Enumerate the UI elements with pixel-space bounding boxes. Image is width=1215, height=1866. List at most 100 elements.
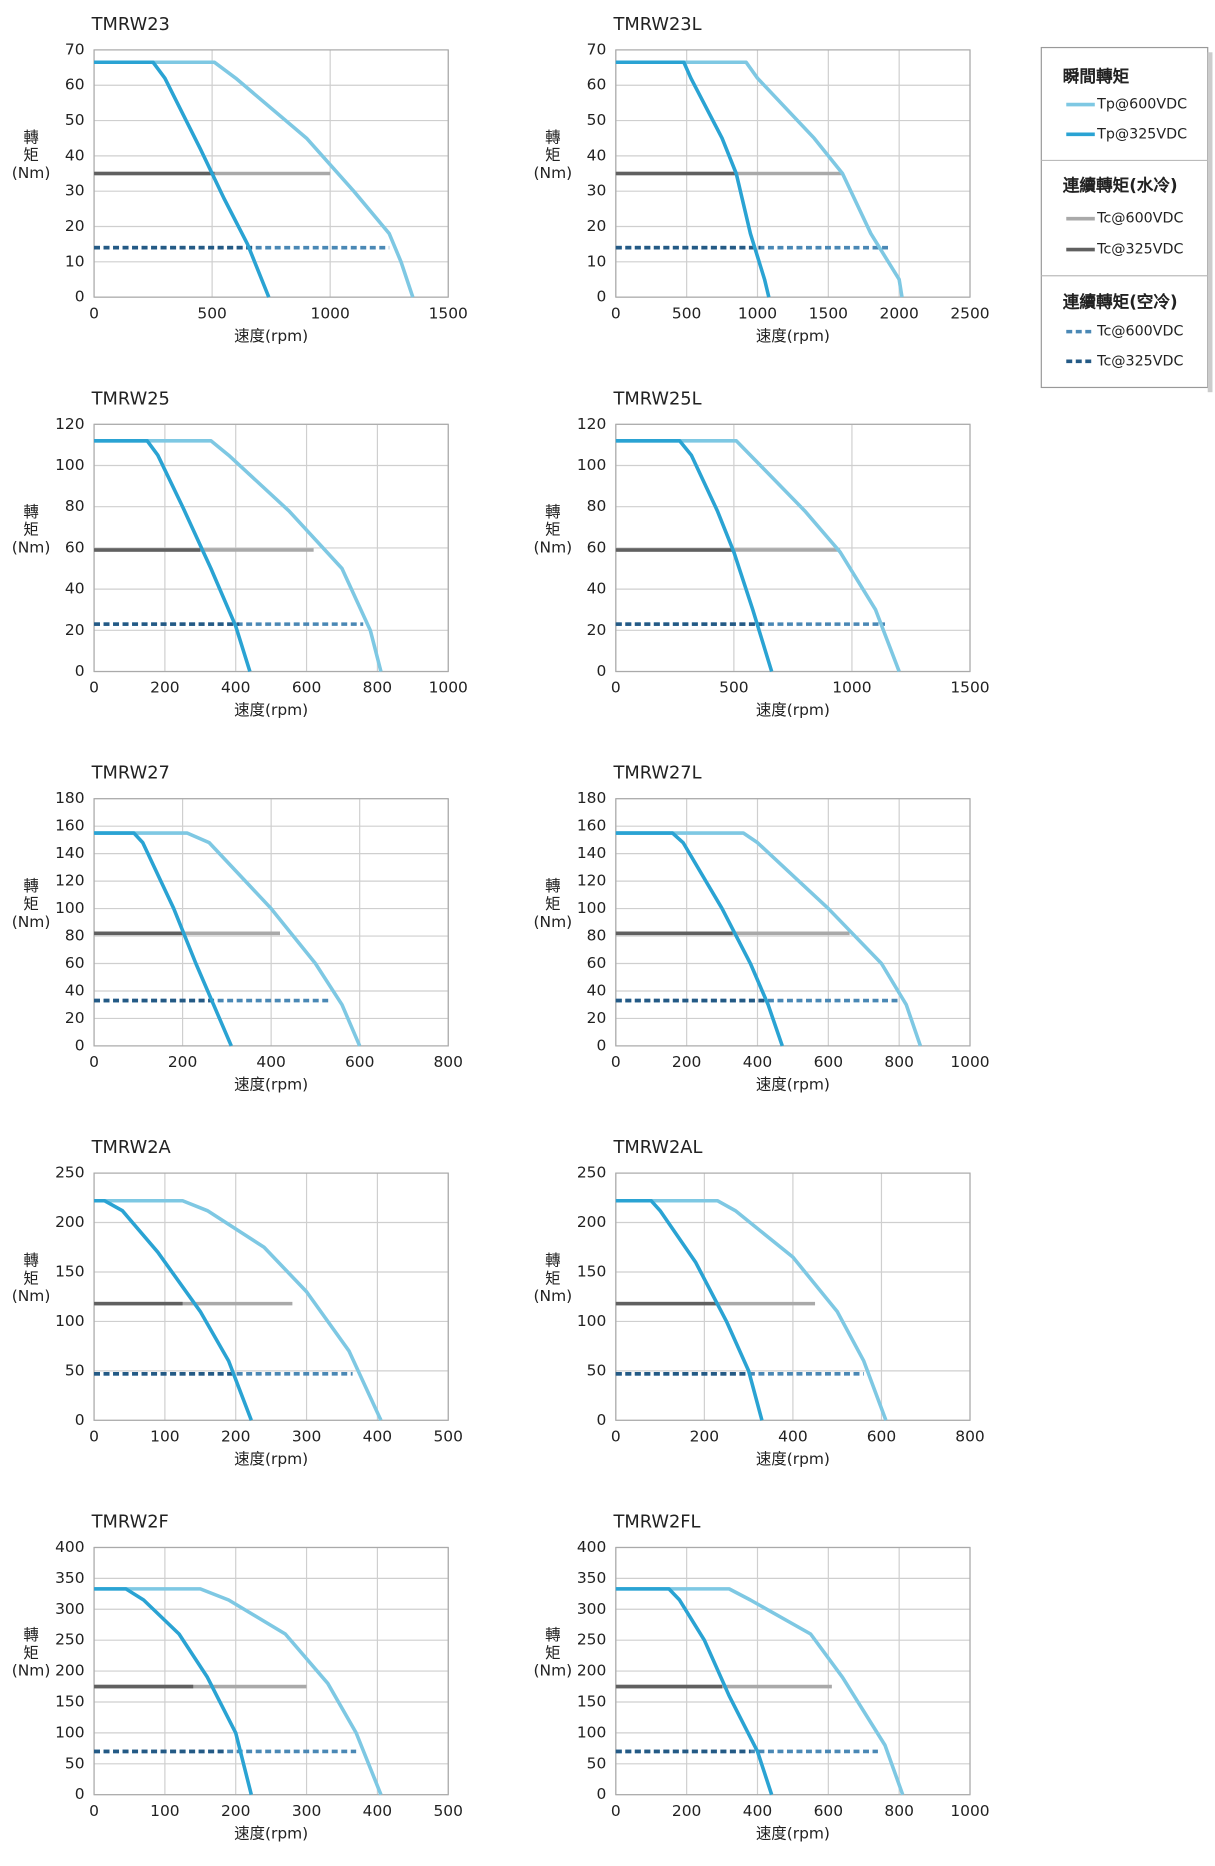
y-tick-label: 150 [577, 1692, 606, 1710]
y-tick-label: 60 [65, 76, 85, 94]
y-tick-label: 160 [577, 817, 606, 835]
y-axis-label: (Nm) [12, 913, 51, 931]
x-tick-label: 0 [89, 1802, 99, 1820]
x-tick-label: 800 [955, 1427, 984, 1445]
series-line [615, 439, 901, 673]
x-tick-label: 400 [743, 1802, 772, 1820]
y-tick-label: 10 [65, 252, 85, 270]
y-tick-label: 100 [577, 1312, 606, 1330]
chart-title: TMRW2FL [612, 1512, 700, 1533]
x-tick-label: 0 [89, 304, 99, 322]
x-tick-label: 200 [168, 1053, 197, 1071]
x-tick-label: 600 [814, 1053, 843, 1071]
y-tick-label: 120 [577, 415, 606, 433]
y-axis-label: 矩 [23, 1644, 38, 1662]
x-tick-label: 400 [778, 1427, 807, 1445]
y-axis-label: (Nm) [12, 164, 51, 182]
y-tick-label: 100 [55, 1723, 84, 1741]
y-tick-label: 0 [596, 288, 606, 306]
y-tick-label: 20 [587, 217, 607, 235]
y-tick-label: 250 [577, 1164, 606, 1182]
legend-label: Tc@325VDC [1096, 242, 1183, 258]
series-line [94, 60, 415, 298]
y-tick-label: 300 [55, 1600, 84, 1618]
y-tick-label: 60 [65, 954, 85, 972]
plot-frame [93, 1172, 449, 1421]
chart-title: TMRW2F [91, 1512, 169, 1533]
x-axis-label: 速度(rpm) [756, 1076, 830, 1094]
y-tick-label: 150 [55, 1262, 84, 1280]
y-tick-label: 20 [65, 1009, 85, 1027]
y-axis-label: 矩 [545, 521, 560, 539]
y-tick-label: 40 [65, 146, 85, 164]
x-tick-label: 500 [434, 1427, 463, 1445]
x-tick-label: 500 [434, 1802, 463, 1820]
x-tick-label: 0 [611, 1802, 621, 1820]
x-tick-label: 1000 [429, 679, 468, 697]
y-tick-label: 140 [577, 844, 606, 862]
y-axis-label: 矩 [23, 146, 38, 164]
series-line [615, 831, 784, 1047]
x-axis-label: 速度(rpm) [756, 1824, 830, 1842]
x-tick-label: 0 [89, 1053, 99, 1071]
plot-frame [615, 798, 971, 1047]
x-tick-label: 0 [611, 304, 621, 322]
legend-shadow [1207, 52, 1213, 393]
series-line [94, 1587, 254, 1796]
y-tick-label: 200 [577, 1213, 606, 1231]
y-tick-label: 0 [75, 1036, 85, 1054]
x-tick-label: 1000 [950, 1053, 989, 1071]
chart-title: TMRW23L [612, 14, 701, 35]
x-tick-label: 100 [150, 1427, 179, 1445]
x-tick-label: 600 [867, 1427, 896, 1445]
y-axis-label: (Nm) [12, 538, 51, 556]
y-axis-label: 轉 [23, 1626, 38, 1644]
y-axis-label: 矩 [545, 1644, 560, 1662]
y-tick-label: 150 [577, 1262, 606, 1280]
x-tick-label: 200 [690, 1427, 719, 1445]
plot-frame [615, 423, 971, 673]
y-tick-label: 40 [587, 146, 607, 164]
x-tick-label: 1500 [429, 304, 468, 322]
x-tick-label: 600 [345, 1053, 374, 1071]
x-tick-label: 400 [743, 1053, 772, 1071]
y-axis-label: (Nm) [12, 1287, 51, 1305]
x-tick-label: 800 [884, 1802, 913, 1820]
chart-title: TMRW2A [91, 1137, 172, 1158]
y-tick-label: 400 [577, 1538, 606, 1556]
chart-title: TMRW27 [91, 763, 170, 784]
plot-frame [615, 1546, 971, 1796]
x-tick-label: 800 [434, 1053, 463, 1071]
x-tick-label: 300 [292, 1802, 321, 1820]
series-line [94, 1198, 253, 1421]
y-tick-label: 120 [577, 872, 606, 890]
legend-group-title: 連續轉矩(空冷) [1063, 292, 1178, 312]
x-axis-label: 速度(rpm) [756, 1450, 830, 1468]
x-tick-label: 300 [292, 1427, 321, 1445]
series-line [615, 1198, 764, 1421]
y-tick-label: 80 [587, 927, 607, 945]
y-tick-label: 60 [587, 954, 607, 972]
y-tick-label: 0 [75, 1785, 85, 1803]
x-axis-label: 速度(rpm) [756, 701, 830, 719]
y-tick-label: 100 [55, 899, 84, 917]
y-tick-label: 40 [65, 981, 85, 999]
legend-label: Tc@600VDC [1096, 211, 1183, 227]
y-tick-label: 80 [65, 497, 85, 515]
x-tick-label: 200 [221, 1802, 250, 1820]
y-tick-label: 50 [587, 1361, 607, 1379]
y-axis-label: (Nm) [534, 1662, 573, 1680]
y-tick-label: 50 [587, 1754, 607, 1772]
y-tick-label: 20 [587, 1009, 607, 1027]
x-tick-label: 500 [719, 679, 748, 697]
x-tick-label: 200 [672, 1802, 701, 1820]
y-axis-label: 轉 [23, 877, 38, 895]
series-line [94, 1198, 383, 1422]
legend-label: Tc@600VDC [1096, 324, 1183, 340]
y-tick-label: 0 [596, 1036, 606, 1054]
x-axis-label: 速度(rpm) [234, 1076, 308, 1094]
y-axis-label: 矩 [545, 146, 560, 164]
chart-title: TMRW23 [91, 14, 170, 35]
series-line [615, 60, 771, 298]
